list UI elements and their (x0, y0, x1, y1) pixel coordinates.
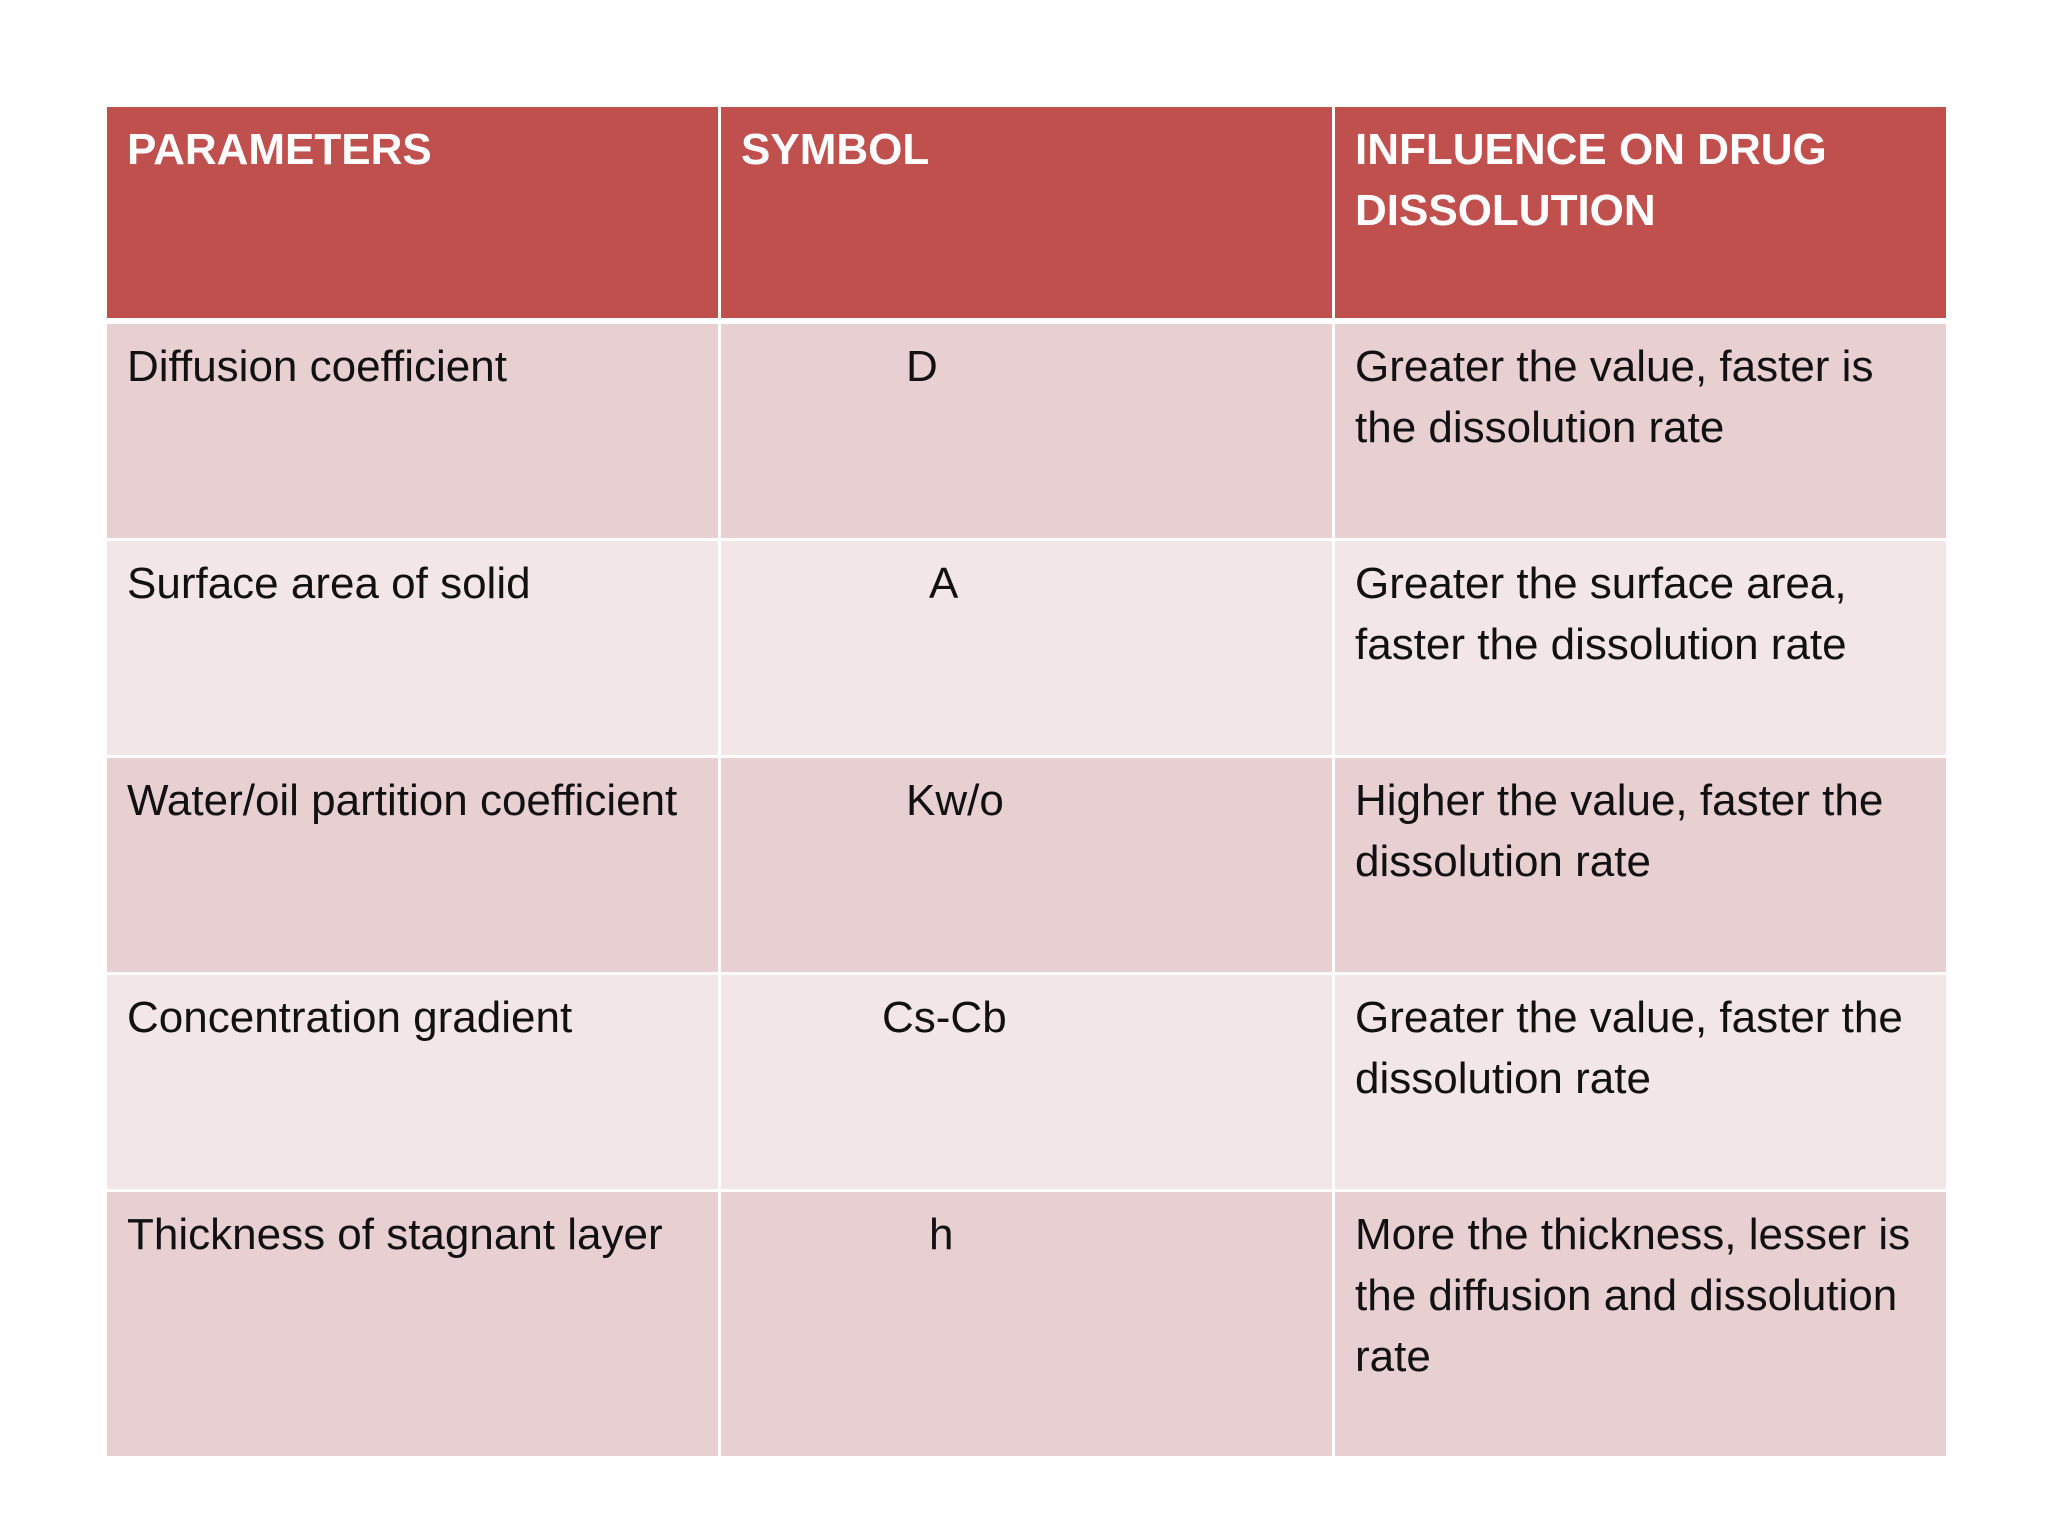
parameters-table: PARAMETERS SYMBOL INFLUENCE ON DRUG DISS… (104, 104, 1949, 1459)
symbol-text: Kw/o (906, 776, 1004, 825)
influence-cell: More the thickness, lesser is the diffus… (1332, 1189, 1949, 1459)
parameter-cell: Water/oil partition coefficient (104, 755, 721, 975)
influence-cell: Higher the value, faster the dissolution… (1332, 755, 1949, 975)
influence-cell: Greater the value, faster the dissolutio… (1332, 972, 1949, 1192)
header-parameters: PARAMETERS (104, 104, 721, 324)
parameter-cell: Concentration gradient (104, 972, 721, 1192)
influence-cell: Greater the surface area, faster the dis… (1332, 538, 1949, 758)
header-symbol: SYMBOL (718, 104, 1335, 324)
parameter-cell: Surface area of solid (104, 538, 721, 758)
table-header-row: PARAMETERS SYMBOL INFLUENCE ON DRUG DISS… (104, 104, 1949, 324)
symbol-cell: D (718, 319, 1335, 541)
symbol-cell: Kw/o (718, 755, 1335, 975)
symbol-text: D (906, 342, 938, 391)
symbol-cell: A (718, 538, 1335, 758)
parameter-cell: Thickness of stagnant layer (104, 1189, 721, 1459)
parameter-cell: Diffusion coefficient (104, 319, 721, 541)
symbol-text: Cs-Cb (882, 993, 1007, 1042)
header-influence: INFLUENCE ON DRUG DISSOLUTION (1332, 104, 1949, 324)
symbol-text: A (929, 559, 959, 608)
symbol-text: h (929, 1210, 954, 1259)
symbol-cell: Cs-Cb (718, 972, 1335, 1192)
table-row: Concentration gradient Cs-Cb Greater the… (104, 972, 1949, 1192)
table-row: Surface area of solid A Greater the surf… (104, 538, 1949, 758)
table-row: Thickness of stagnant layer h More the t… (104, 1189, 1949, 1459)
influence-cell: Greater the value, faster is the dissolu… (1332, 319, 1949, 541)
symbol-cell: h (718, 1189, 1335, 1459)
table-row: Diffusion coefficient D Greater the valu… (104, 319, 1949, 541)
table-row: Water/oil partition coefficient Kw/o Hig… (104, 755, 1949, 975)
